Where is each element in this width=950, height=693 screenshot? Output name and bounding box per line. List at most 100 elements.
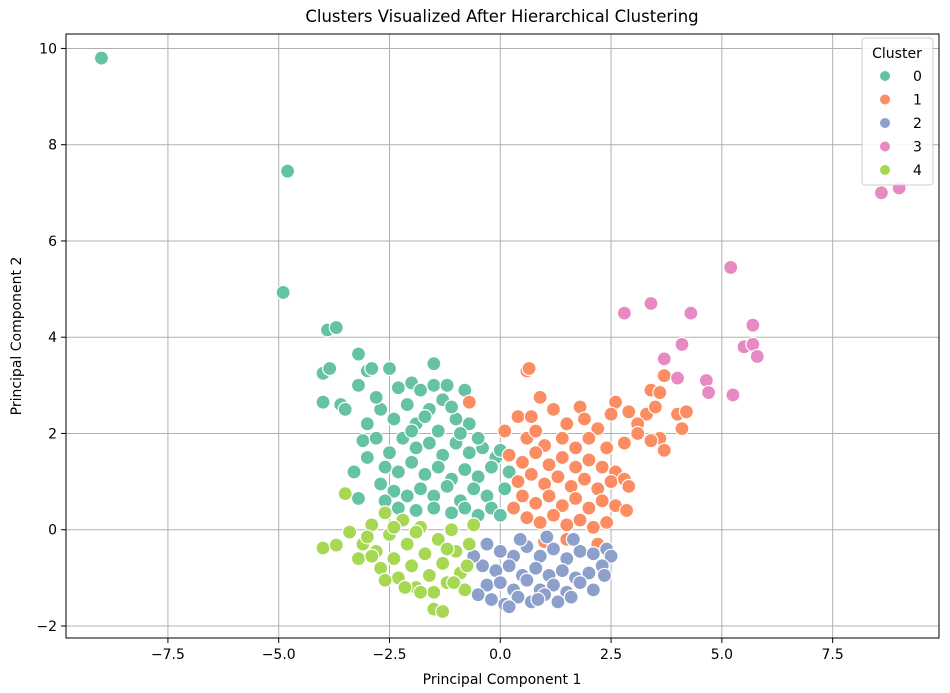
data-point bbox=[328, 537, 344, 553]
data-point bbox=[532, 514, 548, 531]
data-point bbox=[315, 540, 331, 556]
data-point bbox=[554, 563, 570, 579]
data-point bbox=[723, 259, 739, 276]
x-tick-label: −7.5 bbox=[151, 647, 185, 663]
data-point bbox=[459, 558, 475, 574]
data-point bbox=[519, 572, 535, 588]
data-point bbox=[621, 478, 637, 494]
data-point bbox=[474, 558, 491, 574]
data-point bbox=[386, 550, 402, 567]
data-point bbox=[377, 505, 393, 521]
data-point bbox=[426, 584, 442, 600]
data-point bbox=[621, 404, 637, 420]
data-point bbox=[541, 488, 557, 504]
series-cluster-4 bbox=[315, 486, 482, 620]
scatter-points bbox=[93, 50, 907, 620]
data-point bbox=[426, 500, 442, 516]
data-point bbox=[421, 435, 437, 451]
data-point bbox=[461, 394, 477, 410]
data-point bbox=[745, 317, 761, 333]
data-point bbox=[585, 546, 601, 562]
data-point bbox=[501, 599, 517, 615]
data-point bbox=[581, 430, 597, 446]
data-point bbox=[364, 360, 380, 377]
data-point bbox=[514, 454, 531, 470]
data-point bbox=[563, 589, 579, 605]
data-point bbox=[581, 500, 597, 516]
data-point bbox=[700, 384, 717, 401]
data-point bbox=[443, 505, 460, 521]
data-point bbox=[683, 305, 699, 321]
y-tick-label: 6 bbox=[48, 234, 57, 250]
data-point bbox=[417, 466, 433, 482]
data-point bbox=[426, 377, 442, 393]
data-point bbox=[616, 435, 632, 451]
data-point bbox=[505, 500, 522, 516]
data-point bbox=[355, 433, 371, 449]
legend-label: 4 bbox=[913, 163, 922, 179]
data-point bbox=[461, 536, 477, 552]
data-point bbox=[390, 464, 406, 480]
y-tick-label: 0 bbox=[48, 523, 57, 539]
data-point bbox=[470, 587, 486, 603]
data-point bbox=[497, 423, 513, 439]
data-point bbox=[541, 457, 557, 473]
x-tick-label: −5.0 bbox=[262, 647, 296, 663]
x-tick-label: 0.0 bbox=[489, 647, 511, 663]
data-point bbox=[581, 565, 597, 581]
data-point bbox=[381, 445, 398, 461]
data-point bbox=[408, 524, 424, 540]
data-point bbox=[430, 531, 446, 547]
data-point bbox=[386, 411, 402, 427]
x-tick-label: 7.5 bbox=[822, 647, 844, 663]
data-point bbox=[565, 531, 582, 547]
data-point bbox=[381, 360, 398, 377]
data-point bbox=[501, 464, 517, 480]
data-point bbox=[421, 567, 437, 584]
data-point bbox=[315, 394, 331, 410]
data-point bbox=[457, 500, 473, 516]
data-point bbox=[390, 380, 406, 396]
data-point bbox=[439, 478, 455, 494]
data-point bbox=[725, 387, 741, 403]
data-point bbox=[439, 377, 455, 393]
data-point bbox=[501, 447, 517, 463]
legend-label: 3 bbox=[913, 140, 922, 156]
data-point bbox=[576, 471, 593, 487]
data-point bbox=[404, 423, 420, 439]
data-point bbox=[643, 295, 659, 312]
data-point bbox=[497, 481, 513, 497]
data-point bbox=[572, 512, 588, 528]
data-point bbox=[514, 488, 531, 504]
data-point bbox=[350, 346, 367, 362]
data-point bbox=[539, 529, 555, 545]
data-point bbox=[590, 421, 606, 437]
data-point bbox=[399, 536, 415, 552]
legend-title: Cluster bbox=[872, 46, 922, 62]
data-point bbox=[426, 356, 442, 372]
data-point bbox=[483, 459, 500, 475]
data-point bbox=[656, 442, 672, 458]
data-point bbox=[545, 507, 562, 523]
series-cluster-1 bbox=[461, 360, 695, 552]
legend-label: 2 bbox=[913, 116, 922, 132]
legend-label: 0 bbox=[913, 69, 922, 85]
data-point bbox=[559, 416, 575, 432]
data-point bbox=[523, 466, 539, 482]
data-point bbox=[510, 409, 526, 425]
data-point bbox=[568, 459, 584, 475]
data-point bbox=[279, 163, 296, 179]
legend-marker bbox=[879, 70, 891, 82]
data-point bbox=[397, 579, 413, 596]
series-cluster-0 bbox=[93, 50, 517, 523]
data-point bbox=[93, 50, 110, 66]
data-point bbox=[457, 461, 473, 478]
data-point bbox=[342, 524, 358, 540]
data-point bbox=[328, 319, 344, 336]
data-point bbox=[554, 498, 570, 514]
legend-marker bbox=[879, 140, 891, 153]
data-point bbox=[350, 550, 367, 567]
data-point bbox=[596, 567, 613, 584]
